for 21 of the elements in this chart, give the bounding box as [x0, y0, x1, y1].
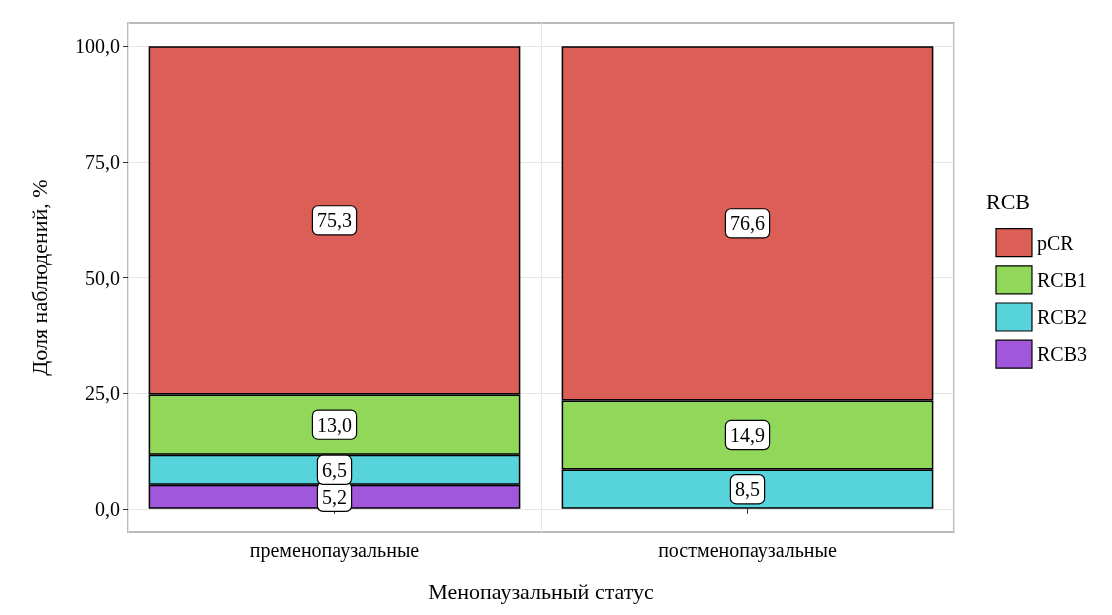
legend-label: pCR	[1036, 231, 1075, 255]
y-tick-label: 25,0	[85, 382, 120, 405]
legend-title: RCB	[985, 188, 1031, 214]
data-label: 13,0	[317, 413, 352, 436]
data-label: 76,6	[730, 212, 765, 235]
y-tick-label: 0,0	[95, 497, 120, 520]
y-tick-label: 50,0	[85, 266, 120, 289]
y-axis-title: Доля наблюдений, %	[26, 179, 52, 376]
data-label: 8,5	[735, 478, 760, 501]
data-label: 14,9	[730, 424, 765, 447]
legend-label: RCB1	[1036, 268, 1088, 291]
y-tick-label: 75,0	[85, 150, 120, 173]
legend-label: RCB2	[1036, 306, 1088, 328]
data-label: 75,3	[317, 209, 352, 232]
data-label: 5,2	[322, 485, 347, 508]
y-tick-label: 100,0	[75, 35, 120, 58]
x-axis-title: Менопаузальный статус	[428, 578, 655, 604]
x-tick-label: постменопаузальные	[658, 539, 837, 562]
data-label: 6,5	[322, 458, 347, 481]
x-tick-label: пременопаузальные	[249, 539, 420, 562]
legend-label: RCB3	[1036, 343, 1088, 366]
